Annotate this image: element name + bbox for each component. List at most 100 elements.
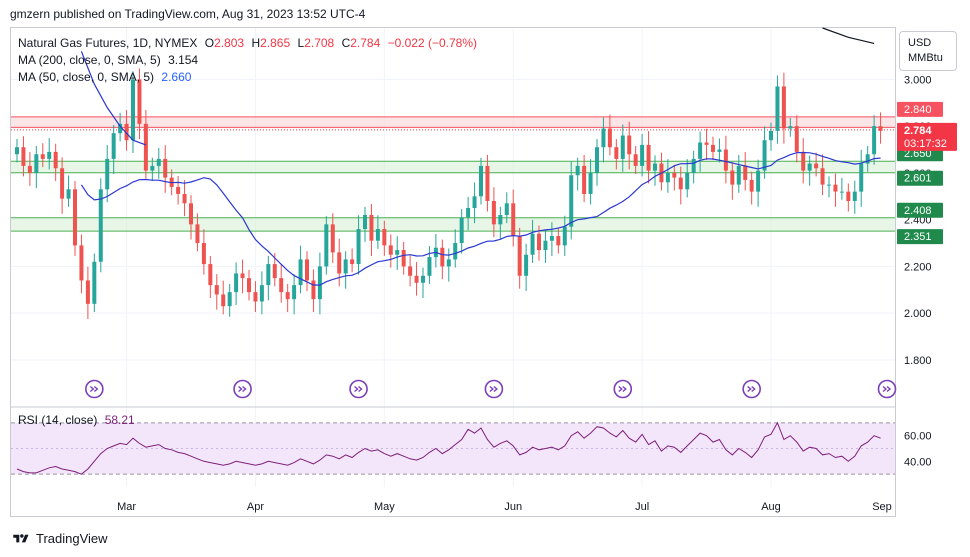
footer-brand[interactable]: TradingView <box>12 531 108 546</box>
event-marker-icon[interactable] <box>349 379 368 399</box>
candle-body <box>182 193 187 204</box>
candle-body <box>537 233 541 251</box>
ma50-value: 2.660 <box>161 70 192 84</box>
price-tick-label: 2.200 <box>904 261 932 273</box>
currency-unit-button[interactable]: USD MMBtu <box>899 31 957 71</box>
ohlc-c-label: C <box>341 36 351 50</box>
ohlc-high: 2.865 <box>260 36 291 50</box>
rsi-value: 58.21 <box>104 413 135 427</box>
candle-body <box>247 278 251 293</box>
chart-frame[interactable] <box>10 27 896 517</box>
grid-lines <box>11 28 895 487</box>
candle-body <box>479 165 483 197</box>
candle-body <box>607 128 612 148</box>
ohlc-close: 2.784 <box>350 36 381 50</box>
candle-body <box>337 252 342 274</box>
candle-body <box>292 285 297 300</box>
candles <box>15 68 883 320</box>
candle-body <box>330 224 335 253</box>
event-marker-arrows <box>354 385 363 393</box>
time-tick-label: Aug <box>761 501 781 513</box>
candle-body <box>343 259 348 274</box>
candle-body <box>163 158 168 178</box>
event-marker-icon[interactable] <box>742 379 761 399</box>
candle-body <box>414 275 419 283</box>
candle-body <box>794 126 799 152</box>
candle-body <box>118 123 123 134</box>
candle-body <box>195 224 200 244</box>
candle-body <box>408 266 413 276</box>
candle-body <box>646 144 651 171</box>
time-tick-label: Apr <box>247 501 264 513</box>
candle-body <box>272 264 277 279</box>
candle-body <box>421 275 425 283</box>
last-price-label: 2.784 <box>904 125 932 137</box>
candle-body <box>446 259 451 267</box>
tradingview-logo-icon <box>13 533 29 542</box>
candle-body <box>40 154 45 159</box>
candle-body <box>736 165 741 185</box>
candle-body <box>363 215 367 230</box>
ma50-lead-in <box>80 51 147 146</box>
candle-body <box>562 226 567 246</box>
event-marker-icon[interactable] <box>877 379 897 399</box>
event-marker-icon[interactable] <box>613 379 633 399</box>
candle-body <box>749 179 754 192</box>
candle-body <box>807 163 812 171</box>
candle-body <box>34 154 39 173</box>
candle-body <box>846 191 851 201</box>
legend-rsi-row: RSI (14, close) 58.21 <box>18 413 135 427</box>
published-line: gmzern published on TradingView.com, Aug… <box>10 7 366 21</box>
candle-body <box>105 158 110 190</box>
candle-body <box>717 149 722 152</box>
candle-body <box>698 142 703 159</box>
candle-body <box>582 165 587 194</box>
candle-body <box>678 177 683 190</box>
candle-body <box>305 259 309 281</box>
candle-body <box>524 254 529 276</box>
candle-body <box>762 140 767 171</box>
candle-body <box>633 154 638 166</box>
candle-body <box>143 123 148 171</box>
candle-body <box>575 165 580 176</box>
event-marker-icon[interactable] <box>484 379 504 399</box>
ma200-label: MA (200, close, 0, SMA, 5) <box>18 53 161 67</box>
countdown-label: 03:17:32 <box>904 138 947 150</box>
candle-body <box>221 294 226 307</box>
time-tick-label: Sep <box>872 501 892 513</box>
candle-body <box>549 236 554 241</box>
event-marker-arrows <box>882 385 892 393</box>
price-axis: 3.0002.8002.6002.4002.2002.0001.80060.00… <box>897 74 957 468</box>
ma50-label: MA (50, close, 0, SMA, 5) <box>18 70 155 84</box>
candle-body <box>298 259 303 286</box>
candle-body <box>21 147 26 166</box>
candle-body <box>234 273 239 293</box>
candle-body <box>685 172 690 190</box>
candle-body <box>723 149 728 171</box>
event-marker-arrows <box>238 385 247 393</box>
candle-body <box>279 278 284 293</box>
rsi-tick-label: 60.00 <box>904 431 932 443</box>
candle-body <box>208 264 213 286</box>
event-marker-icon[interactable] <box>233 379 252 399</box>
candle-body <box>485 165 490 201</box>
candle-body <box>350 259 355 265</box>
ohlc-l-label: L <box>297 36 305 50</box>
ohlc-o-label: O <box>204 36 215 50</box>
candle-body <box>311 280 316 300</box>
candle-body <box>227 292 232 307</box>
candle-body <box>382 229 387 246</box>
candle-body <box>440 247 445 267</box>
candle-body <box>124 123 129 141</box>
zone-price-tag <box>897 202 943 218</box>
legend-ma50-row: MA (50, close, 0, SMA, 5) 2.660 <box>18 70 191 84</box>
ma200-line <box>822 27 875 45</box>
event-marker-icon[interactable] <box>85 379 104 399</box>
ohlc-open: 2.803 <box>214 36 245 50</box>
candle-body <box>201 243 206 265</box>
candle-body <box>356 229 361 265</box>
candle-body <box>865 154 870 164</box>
ohlc-low: 2.708 <box>304 36 335 50</box>
ohlc-h-label: H <box>251 36 261 50</box>
